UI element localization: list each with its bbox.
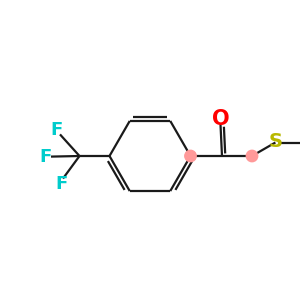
Text: F: F [40, 148, 52, 166]
Circle shape [246, 150, 258, 162]
Text: F: F [50, 121, 62, 139]
Text: S: S [269, 132, 283, 152]
Circle shape [185, 150, 196, 162]
Text: F: F [56, 175, 68, 193]
Text: O: O [212, 109, 229, 129]
